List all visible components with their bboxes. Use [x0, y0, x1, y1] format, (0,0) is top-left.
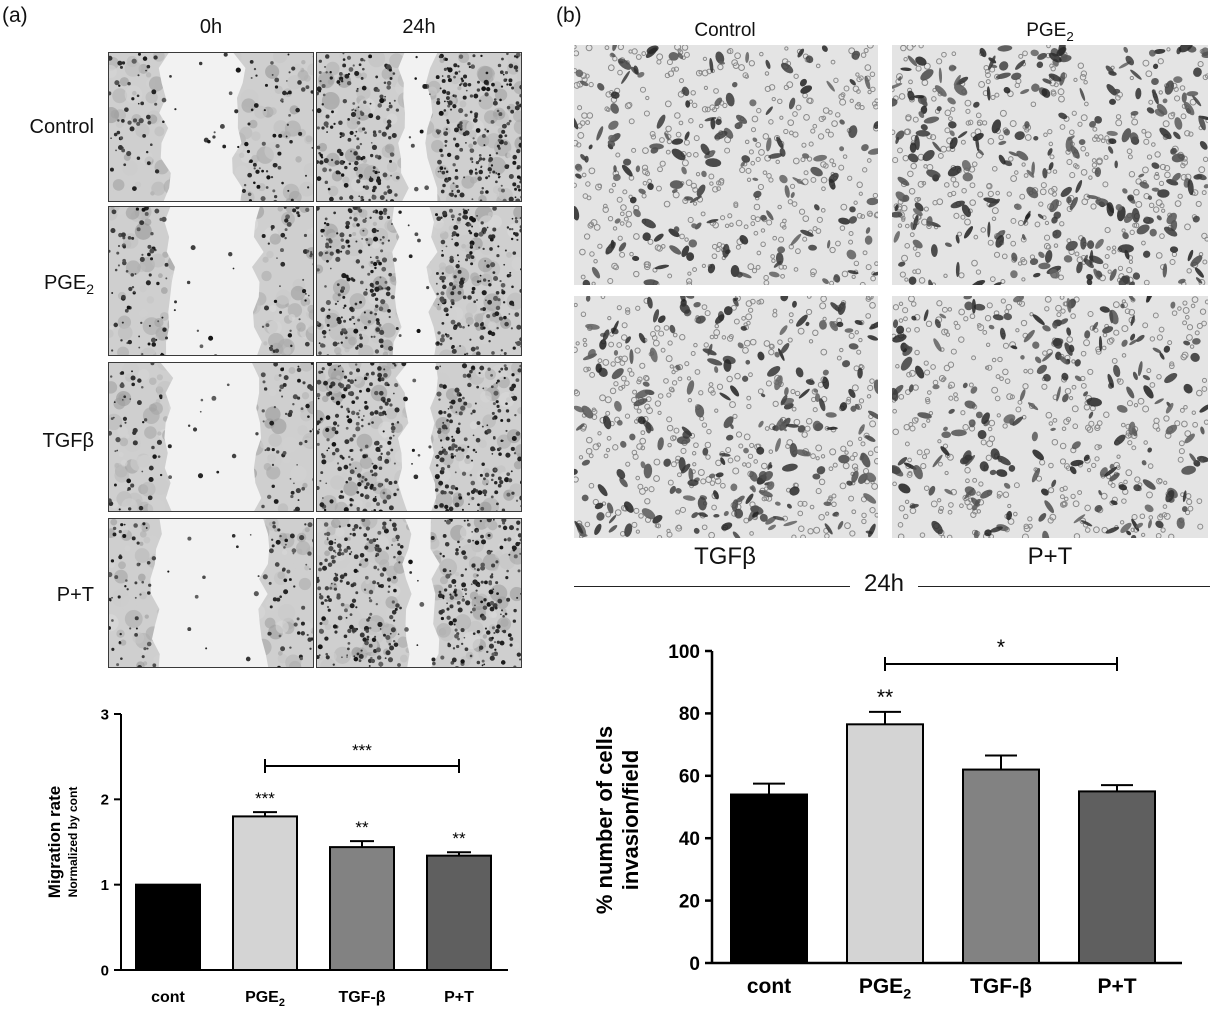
panel-b-letter: (b) — [556, 4, 582, 27]
chart-a-ylabel: Migration rate — [45, 786, 64, 898]
chart-b-bar-2 — [962, 768, 1040, 964]
chart-a-category-label-2: TGF-β — [338, 989, 385, 1006]
invasion-pt — [892, 296, 1208, 538]
chart-b-bar-1 — [846, 723, 924, 964]
caption-tgfb: TGFβ — [694, 543, 756, 570]
invasion-chart: 0 20 40 60 80 100 cont ** PGE2 TGF-β P+T * % number … — [592, 636, 1182, 1002]
chart-b-ytick-label: 0 — [689, 954, 700, 975]
chart-b-ylabel: % number of cells — [592, 726, 617, 914]
wound-pt-24h — [316, 518, 522, 668]
wound-pt-0h — [108, 518, 314, 668]
row-label-tgfb: TGFβ — [42, 430, 95, 452]
wound-pge2-24h — [316, 206, 522, 356]
chart-a-ytick-label: 1 — [101, 877, 109, 894]
invasion-pge2 — [892, 45, 1208, 285]
migration-rate-chart: 0 1 2 3 cont *** PGE2 ** TGF-β ** P+T *** Migration … — [45, 706, 508, 1009]
invasion-control — [574, 45, 878, 285]
caption-pge2: PGE2 — [1026, 20, 1074, 44]
row-label-control: Control — [29, 116, 94, 138]
chart-b-bracket-label: * — [997, 636, 1005, 659]
wound-pge2-0h — [108, 206, 314, 356]
chart-b-category-label-0: cont — [747, 975, 791, 998]
chart-a-ytick-label: 2 — [101, 792, 109, 809]
col-header-24h: 24h — [402, 16, 436, 38]
wound-control-0h — [108, 52, 314, 202]
time-rule-left — [574, 586, 850, 587]
chart-a-bar-3 — [426, 854, 492, 971]
chart-a-ylabel-sub: Normalized by cont — [66, 787, 80, 898]
chart-b-ytick-label: 20 — [679, 891, 700, 912]
chart-b-ytick-label: 40 — [679, 829, 700, 850]
chart-b-ylabel-2: invasion/field — [618, 750, 643, 891]
chart-a-category-label-1: PGE2 — [245, 989, 285, 1009]
chart-b-ytick-label: 80 — [679, 704, 700, 725]
caption-control: Control — [694, 20, 756, 41]
chart-b-category-label-1: PGE2 — [859, 975, 911, 1002]
time-rule-right — [918, 586, 1210, 587]
chart-b-category-label-2: TGF-β — [970, 975, 1032, 998]
chart-a-ytick-label: 0 — [101, 962, 109, 979]
chart-a-bar-2 — [329, 846, 395, 971]
row-label-pt: P+T — [56, 584, 94, 606]
panel-a-letter: (a) — [2, 4, 28, 27]
chart-a-significance-3: ** — [452, 829, 466, 848]
chart-a-bar-1 — [232, 815, 298, 972]
chart-b-bar-3 — [1078, 790, 1156, 964]
chart-a-category-label-0: cont — [151, 989, 185, 1006]
wound-tgfb-24h — [316, 362, 522, 512]
chart-b-significance-1: ** — [877, 686, 893, 709]
chart-b-category-label-3: P+T — [1097, 975, 1136, 998]
invasion-tgfb — [574, 296, 878, 538]
col-header-0h: 0h — [199, 16, 223, 38]
chart-a-bar-0 — [135, 883, 201, 972]
chart-a-bracket-label: *** — [352, 741, 372, 760]
chart-a-ytick-label: 3 — [101, 706, 109, 723]
chart-b-ytick-label: 60 — [679, 767, 700, 788]
time-label-24h: 24h — [863, 570, 905, 597]
chart-a-significance-2: ** — [355, 818, 369, 837]
chart-a-significance-1: *** — [255, 789, 275, 808]
caption-pt: P+T — [1027, 543, 1073, 570]
chart-a-category-label-3: P+T — [444, 989, 474, 1006]
wound-tgfb-0h — [108, 362, 314, 512]
chart-b-ytick-label: 100 — [668, 642, 700, 663]
row-label-pge2: PGE2 — [43, 272, 94, 297]
wound-control-24h — [316, 52, 522, 202]
chart-b-bar-0 — [730, 793, 808, 964]
